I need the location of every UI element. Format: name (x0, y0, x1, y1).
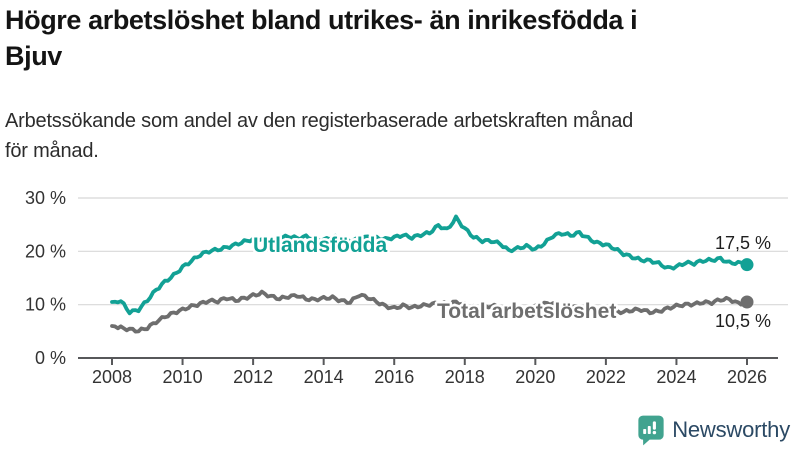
y-axis-label: 20 % (25, 241, 66, 261)
utlandsfodda-series-label: Utlandsfödda (253, 234, 387, 257)
subtitle-line-2: för månad. (5, 140, 99, 162)
total-line (110, 289, 749, 334)
page-title: Högre arbetslöshet bland utrikes- än inr… (5, 2, 797, 74)
utlandsfodda-line (110, 214, 749, 316)
x-axis-label: 2020 (515, 367, 555, 387)
x-axis-label: 2008 (92, 367, 132, 387)
y-axis-label: 10 % (25, 295, 66, 315)
x-axis-label: 2016 (374, 367, 414, 387)
y-axis-label: 30 % (25, 188, 66, 208)
x-axis-label: 2014 (304, 367, 344, 387)
x-axis-label: 2010 (163, 367, 203, 387)
x-axis-label: 2018 (445, 367, 485, 387)
bar-chart-speech-bubble-icon (638, 415, 664, 445)
end-value-label: 17,5 % (715, 233, 771, 253)
end-value-label: 10,5 % (715, 311, 771, 331)
y-axis-label: 0 % (35, 348, 66, 368)
title-line-2: Bjuv (5, 41, 62, 71)
brand-name: Newsworthy (672, 417, 790, 442)
x-axis-label: 2012 (233, 367, 273, 387)
x-axis-label: 2026 (727, 367, 767, 387)
x-axis-label: 2022 (586, 367, 626, 387)
total-series-label: Total arbetslöshet (437, 300, 616, 323)
series-end-dot (740, 258, 754, 272)
subtitle-line-1: Arbetssökande som andel av den registerb… (5, 110, 634, 132)
title-line-1: Högre arbetslöshet bland utrikes- än inr… (5, 5, 638, 35)
series-end-dot (740, 295, 754, 309)
newsworthy-logo: Newsworthy (637, 414, 790, 446)
x-axis-label: 2024 (656, 367, 696, 387)
chart-subtitle: Arbetssökande som andel av den registerb… (5, 106, 797, 166)
